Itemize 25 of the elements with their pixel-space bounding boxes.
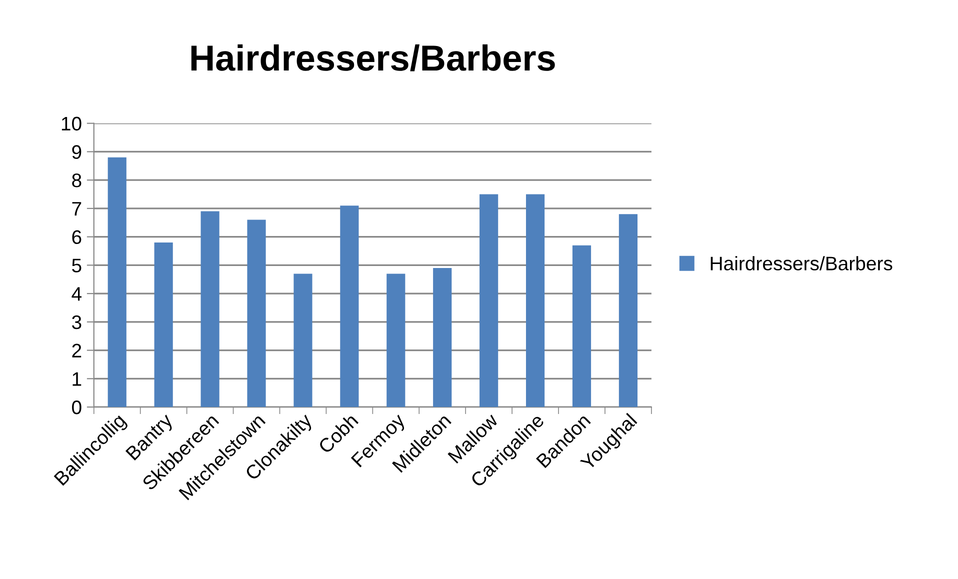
legend-label: Hairdressers/Barbers [710, 256, 892, 270]
bar [200, 211, 220, 408]
y-tick-label: 2 [72, 344, 82, 358]
bar [386, 274, 406, 408]
bar [433, 268, 452, 408]
y-tick-label: 9 [72, 145, 82, 159]
y-tick-label: 4 [72, 287, 82, 301]
chart-title: Hairdressers/Barbers [191, 44, 555, 72]
bar [480, 194, 498, 408]
bar [618, 214, 638, 408]
bar [526, 194, 545, 408]
y-tick-label: 10 [62, 116, 82, 131]
y-tick-label: 8 [72, 174, 82, 188]
y-tick-label: 5 [72, 258, 82, 272]
bar [154, 242, 173, 408]
y-tick-label: 7 [72, 202, 82, 216]
bar [108, 157, 126, 408]
y-tick-label: 1 [72, 372, 82, 386]
bar [294, 274, 312, 408]
bar [247, 220, 266, 408]
bar [572, 245, 592, 408]
y-tick-label: 0 [72, 400, 82, 414]
y-tick-label: 3 [72, 315, 82, 330]
bar [340, 206, 359, 408]
y-tick-label: 6 [72, 230, 82, 244]
